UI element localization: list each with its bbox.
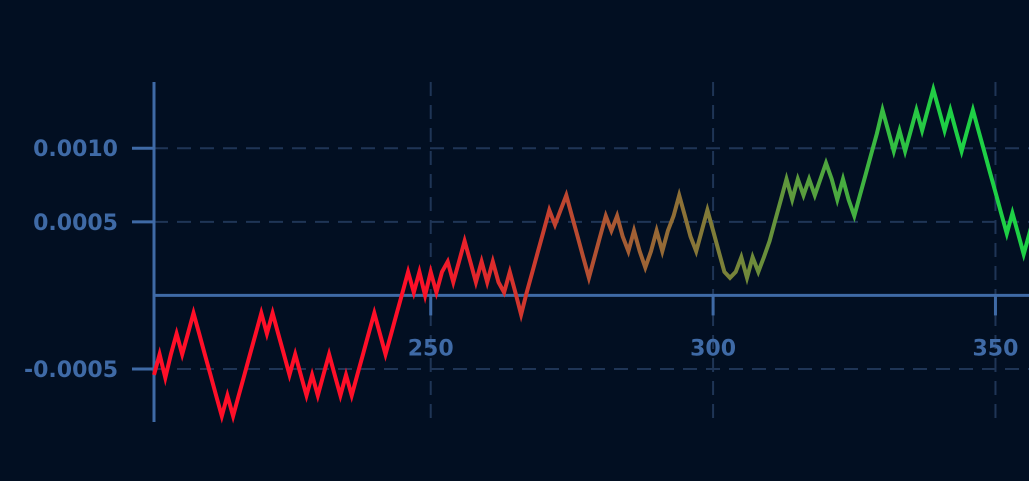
series — [152, 81, 1029, 424]
y-tick-label-2: 0.0010 — [33, 137, 118, 162]
series-line — [152, 81, 1029, 424]
y-tick-label-1: 0.0005 — [33, 211, 118, 236]
x-tick-label-1: 300 — [690, 336, 736, 361]
tick-labels: -0.0005 0.0005 0.0010 250 300 350 — [24, 137, 1018, 383]
axes — [132, 82, 1029, 422]
y-tick-label-0: -0.0005 — [24, 358, 118, 383]
x-tick-label-0: 250 — [408, 336, 454, 361]
x-tick-label-2: 350 — [972, 336, 1018, 361]
